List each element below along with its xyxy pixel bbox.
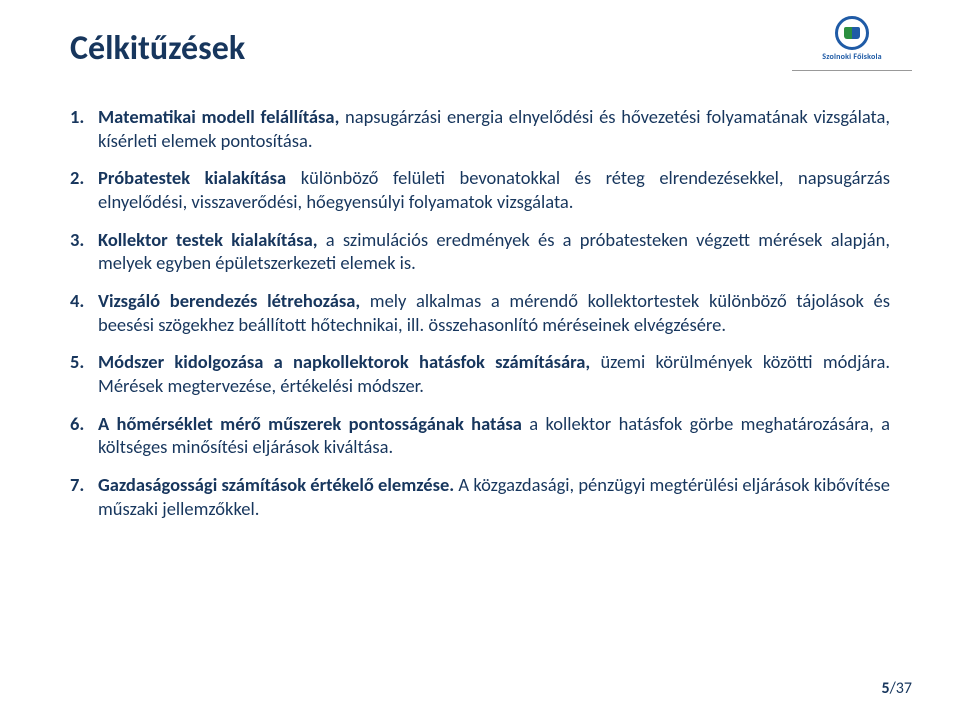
page-current: 5 xyxy=(881,679,889,698)
page-number: 5/37 xyxy=(881,679,912,698)
slide: Szolnoki Főiskola Célkitűzések Matematik… xyxy=(0,0,960,712)
list-item: Vizsgáló berendezés létrehozása, mely al… xyxy=(70,289,890,336)
item-lead: Kollektor testek kialakítása, xyxy=(98,228,318,251)
item-lead: Próbatestek kialakítása xyxy=(98,166,286,189)
page-total: 37 xyxy=(896,679,912,698)
logo-divider xyxy=(792,70,912,71)
objectives-list: Matematikai modell felállítása, napsugár… xyxy=(70,105,890,520)
item-lead: Módszer kidolgozása a napkollektorok hat… xyxy=(98,350,590,373)
list-item: Kollektor testek kialakítása, a szimulác… xyxy=(70,228,890,275)
item-lead: Vizsgáló berendezés létrehozása, xyxy=(98,289,360,312)
item-lead: Gazdaságossági számítások értékelő elemz… xyxy=(98,473,454,496)
item-lead: Matematikai modell felállítása, xyxy=(98,105,339,128)
list-item: A hőmérséklet mérő műszerek pontosságána… xyxy=(70,412,890,459)
list-item: Próbatestek kialakítása különböző felüle… xyxy=(70,166,890,213)
item-lead: A hőmérséklet mérő műszerek pontosságána… xyxy=(98,412,522,435)
book-icon xyxy=(844,27,860,39)
list-item: Gazdaságossági számítások értékelő elemz… xyxy=(70,473,890,520)
logo-circle-icon xyxy=(835,16,869,50)
page-title: Célkitűzések xyxy=(70,28,890,69)
logo-label: Szolnoki Főiskola xyxy=(822,52,882,62)
institution-logo: Szolnoki Főiskola xyxy=(792,16,912,66)
list-item: Matematikai modell felállítása, napsugár… xyxy=(70,105,890,152)
list-item: Módszer kidolgozása a napkollektorok hat… xyxy=(70,350,890,397)
